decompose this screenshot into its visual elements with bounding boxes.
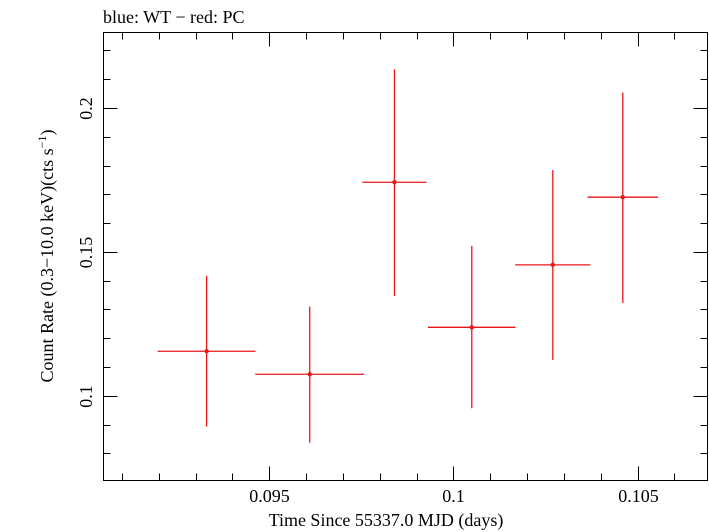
axis-ticks [103,32,708,481]
y-axis-label-main: Count Rate (0.3−10.0 keV)(cts s [37,148,58,382]
y-tick-label: 0.1 [76,385,96,408]
x-tick-label: 0.095 [249,486,290,506]
data-point-marker [550,262,556,268]
data-point [587,92,659,303]
x-tick-label: 0.1 [442,486,465,506]
data-point [362,69,427,296]
data-point-marker [204,349,209,354]
data-point [255,306,365,443]
axis-tick-labels: 0.095 0.1 0.105 0.1 0.15 0.2 [76,97,659,506]
y-tick-label: 0.2 [76,97,96,120]
y-axis-label-superscript: −1 [35,136,49,149]
data-point [515,170,591,360]
chart-title: blue: WT − red: PC [103,7,244,27]
data-point-marker [392,180,397,185]
data-point-marker [307,372,312,377]
x-axis-label: Time Since 55337.0 MJD (days) [269,510,504,531]
y-axis-label-close: ) [37,130,58,136]
data-point-marker [620,194,625,200]
data-point-marker [469,325,474,330]
y-tick-label: 0.15 [76,237,96,269]
plot-frame [103,32,708,481]
x-tick-label: 0.105 [618,486,659,506]
data-series-pc [157,69,659,443]
data-point [157,275,256,427]
data-point [427,245,516,409]
y-axis-label: Count Rate (0.3−10.0 keV)(cts s−1) [35,130,58,383]
